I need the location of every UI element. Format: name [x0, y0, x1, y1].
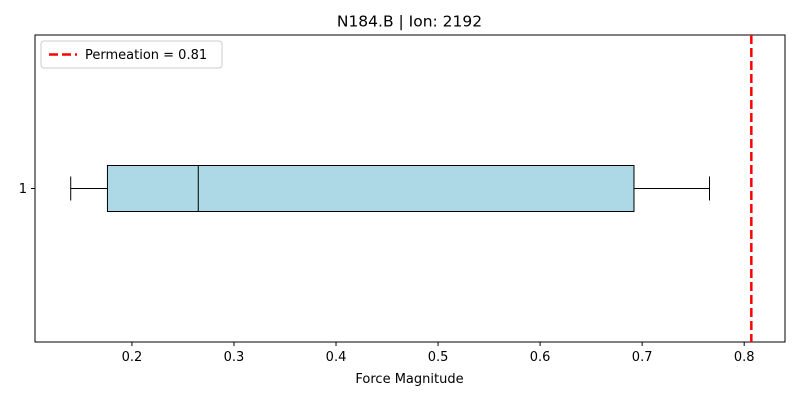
y-axis: 1 [19, 182, 35, 197]
x-tick-label: 0.8 [734, 350, 755, 365]
x-tick-label: 0.2 [122, 350, 143, 365]
x-tick-label: 0.6 [530, 350, 551, 365]
plot-area [34, 34, 786, 343]
box-1 [70, 165, 710, 212]
x-tick-label: 0.3 [224, 350, 245, 365]
legend-label: Permeation = 0.81 [85, 48, 207, 63]
legend: Permeation = 0.81 [40, 40, 223, 69]
x-tick-label: 0.5 [428, 350, 449, 365]
x-axis: 0.2 0.3 0.4 0.5 0.6 0.7 0.8 [122, 342, 755, 365]
legend-box [40, 40, 223, 69]
chart-title: N184.B | Ion: 2192 [337, 13, 482, 31]
x-axis-label: Force Magnitude [355, 372, 463, 387]
box-rect [106, 165, 635, 212]
y-tick-label: 1 [19, 182, 27, 197]
x-tick-label: 0.7 [632, 350, 653, 365]
x-tick-label: 0.4 [326, 350, 347, 365]
